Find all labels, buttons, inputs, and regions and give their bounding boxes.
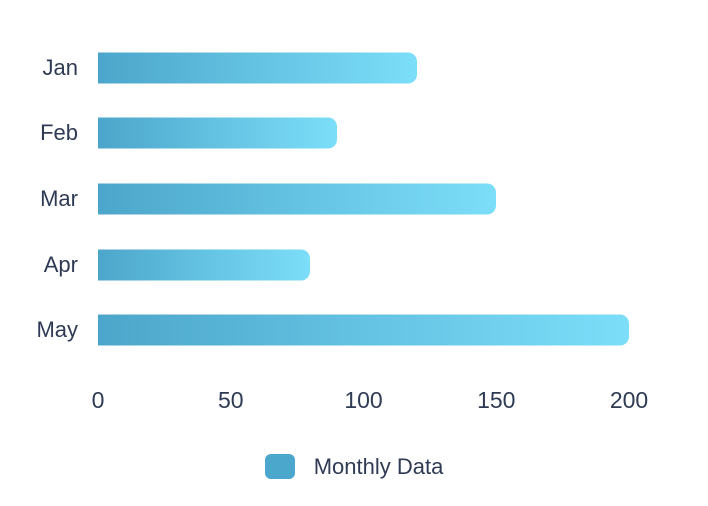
category-label: May (36, 317, 78, 343)
x-tick-label: 50 (217, 387, 244, 413)
x-tick-label: 0 (91, 387, 105, 413)
legend-label: Monthly Data (313, 453, 444, 479)
bar-row: Feb (0, 101, 708, 167)
category-label: Feb (40, 120, 78, 146)
bar-track (98, 52, 629, 84)
bar-row: Mar (0, 166, 708, 232)
category-label: Apr (43, 251, 78, 277)
bar-mar (98, 183, 497, 215)
bar-jan (98, 52, 417, 84)
legend-item-monthly-data[interactable]: Monthly Data (264, 453, 444, 479)
x-tick-label: 150 (477, 387, 516, 413)
bar-feb (98, 117, 337, 149)
bar-may (98, 314, 629, 346)
bar-track (98, 249, 629, 281)
bar-apr (98, 249, 311, 281)
x-tick-label: 100 (344, 387, 383, 413)
x-axis: 0 50 100 150 200 (92, 387, 649, 415)
legend-swatch-icon (264, 454, 295, 479)
category-label: Jan (42, 54, 78, 80)
bar-row: May (0, 297, 708, 363)
bar-track (98, 183, 629, 215)
bar-track (98, 117, 629, 149)
x-tick-label: 200 (609, 387, 649, 413)
bar-track (98, 314, 629, 346)
plot-area: Jan Feb Mar Apr May (0, 35, 708, 363)
legend: Monthly Data (0, 454, 708, 479)
bar-row: Jan (0, 35, 708, 101)
category-label: Mar (40, 185, 78, 211)
bar-row: Apr (0, 232, 708, 298)
